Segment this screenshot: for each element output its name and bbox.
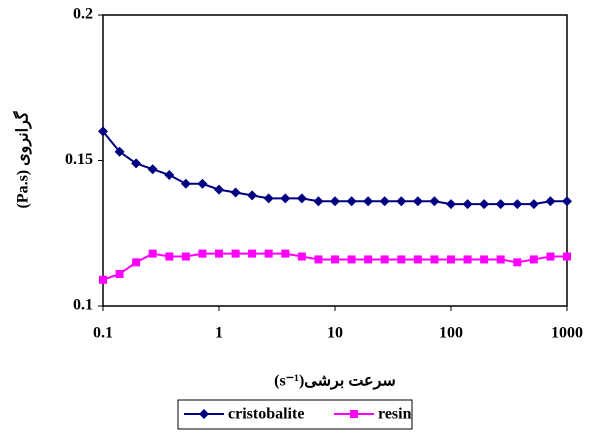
series-line [102, 130, 567, 206]
marker [413, 255, 422, 264]
marker [313, 196, 324, 207]
marker [528, 199, 539, 210]
marker [214, 184, 224, 195]
marker [496, 255, 505, 264]
marker [114, 146, 125, 157]
x-tick-label: 1 [215, 325, 223, 342]
y-tick-label: 0.1 [73, 297, 93, 314]
marker [479, 199, 490, 210]
x-tick-label: 100 [439, 325, 463, 342]
marker [462, 199, 473, 210]
marker [115, 269, 124, 278]
marker [397, 255, 406, 264]
marker [495, 199, 506, 210]
marker [230, 187, 241, 198]
marker [181, 252, 190, 261]
marker [231, 249, 240, 258]
marker [264, 249, 273, 258]
marker [562, 196, 572, 207]
marker [379, 196, 390, 207]
marker [197, 178, 208, 189]
marker [99, 275, 107, 284]
marker [529, 255, 538, 264]
marker [412, 196, 423, 207]
marker [98, 126, 108, 137]
marker [263, 193, 274, 204]
marker [446, 199, 456, 210]
y-tick-label: 0.2 [73, 6, 93, 23]
marker [281, 249, 290, 258]
marker [363, 196, 374, 207]
marker [147, 164, 158, 175]
marker [447, 255, 455, 264]
marker [380, 255, 389, 264]
marker [247, 190, 258, 201]
marker [297, 252, 306, 261]
marker [330, 196, 340, 207]
marker [132, 258, 141, 267]
marker [396, 196, 407, 207]
marker [296, 193, 307, 204]
y-tick-label: 0.15 [65, 151, 93, 168]
x-tick-label: 10 [327, 325, 343, 342]
marker [545, 196, 556, 207]
marker [480, 255, 489, 264]
marker [180, 178, 191, 189]
x-tick-label: 1000 [551, 325, 583, 342]
marker [280, 193, 291, 204]
marker [563, 252, 571, 261]
marker [429, 196, 440, 207]
marker [148, 249, 157, 258]
marker [331, 255, 339, 264]
marker [513, 258, 522, 267]
marker [131, 158, 142, 169]
marker [346, 196, 357, 207]
marker [198, 249, 207, 258]
marker [347, 255, 356, 264]
legend-label: resin [378, 406, 412, 423]
marker [430, 255, 439, 264]
y-axis-label: گرانروی (Pa.s) [13, 111, 33, 208]
marker [165, 252, 174, 261]
legend-label: cristobalite [228, 406, 304, 423]
marker [350, 410, 358, 418]
marker [364, 255, 373, 264]
x-axis-label: سرعت برشی(s⁻¹) [274, 373, 396, 391]
x-tick-label: 0.1 [93, 325, 113, 342]
marker [164, 170, 175, 181]
marker [215, 249, 223, 258]
marker [199, 409, 209, 419]
marker [512, 199, 523, 210]
marker [546, 252, 555, 261]
marker [314, 255, 323, 264]
marker [463, 255, 472, 264]
marker [248, 249, 257, 258]
